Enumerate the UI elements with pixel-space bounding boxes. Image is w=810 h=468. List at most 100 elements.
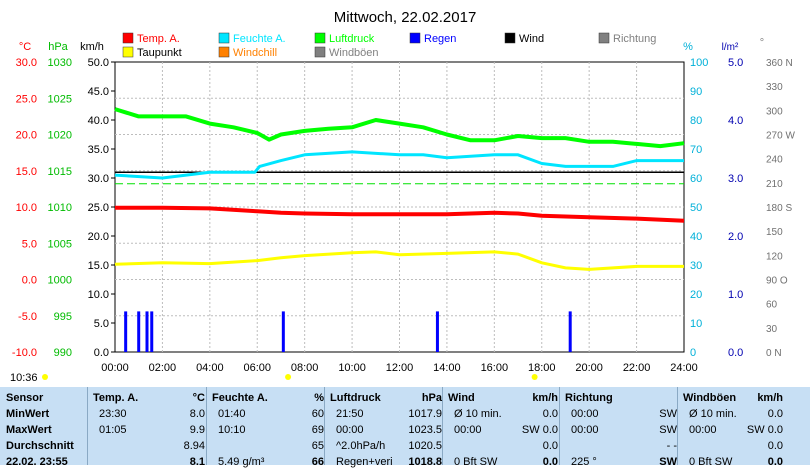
row-value: 1017.9 — [408, 408, 442, 420]
series-taupunkt — [114, 250, 684, 271]
legend-swatch — [314, 46, 326, 58]
column-separator — [559, 387, 560, 465]
row-sub: ^2.0hPa/h — [336, 440, 386, 452]
wind-tick: 35.0 — [88, 144, 109, 156]
temp-tick: -10.0 — [12, 347, 37, 359]
row-value: 9.9 — [189, 424, 205, 436]
direction-tick: 300 — [766, 106, 783, 117]
temp-tick: 20.0 — [16, 130, 37, 142]
row-sub: 00:00 — [336, 424, 364, 436]
rain-tick: 1.0 — [728, 289, 743, 301]
direction-tick: 360 N — [766, 58, 793, 69]
legend-swatch — [218, 32, 230, 44]
legend-label: Richtung — [613, 33, 656, 45]
sunrise-marker — [42, 374, 48, 380]
wind-tick: 50.0 — [88, 57, 109, 69]
rain-bar — [137, 311, 141, 352]
rain-bar — [150, 311, 154, 352]
row-label: MinWert — [6, 408, 50, 420]
row-value: - - — [666, 440, 677, 452]
legend-label: Windchill — [233, 47, 277, 59]
column-unit: °C — [192, 392, 205, 404]
column-unit: hPa — [421, 392, 442, 404]
row-sub: 225 ° — [571, 456, 597, 468]
x-tick: 16:00 — [481, 362, 509, 374]
legend-label: Windböen — [329, 47, 379, 59]
x-tick: 20:00 — [575, 362, 603, 374]
row-value: 0.0 — [542, 440, 558, 452]
row-value: 0.0 — [542, 408, 558, 420]
column-separator — [442, 387, 443, 465]
rain-bar — [435, 311, 439, 352]
wind-tick: 45.0 — [88, 86, 109, 98]
row-value: SW — [659, 456, 677, 468]
row-label: Durchschnitt — [6, 440, 74, 452]
row-sub: 23:30 — [99, 408, 127, 420]
legend-label: Luftdruck — [329, 33, 375, 45]
row-sub: 00:00 — [571, 424, 599, 436]
temp-unit: °C — [19, 41, 31, 53]
legend-label: Regen — [424, 33, 456, 45]
rain-bar — [145, 311, 149, 352]
humidity-tick: 40 — [690, 231, 702, 243]
humidity-tick: 90 — [690, 86, 702, 98]
row-value: 1023.5 — [408, 424, 442, 436]
temp-tick: 10.0 — [16, 202, 37, 214]
direction-tick: 180 S — [766, 203, 792, 214]
legend-swatch — [122, 32, 134, 44]
x-tick: 14:00 — [433, 362, 461, 374]
x-tick: 04:00 — [196, 362, 224, 374]
row-sub: Ø 10 min. — [689, 408, 737, 420]
rain-tick: 3.0 — [728, 173, 743, 185]
row-sub: Ø 10 min. — [454, 408, 502, 420]
direction-tick: 90 O — [766, 276, 788, 287]
row-value: 8.0 — [189, 408, 205, 420]
legend-swatch — [598, 32, 610, 44]
row-sub: 01:05 — [99, 424, 127, 436]
pressure-tick: 1020 — [48, 130, 72, 142]
x-tick: 08:00 — [291, 362, 319, 374]
pressure-unit: hPa — [48, 41, 68, 53]
humidity-tick: 30 — [690, 260, 702, 272]
row-label: MaxWert — [6, 424, 52, 436]
legend-swatch — [504, 32, 516, 44]
row-label: 22.02. 23:55 — [6, 456, 68, 468]
current-time: 10:36 — [10, 372, 38, 384]
x-tick: 18:00 — [528, 362, 556, 374]
row-value: SW — [659, 424, 677, 436]
rain-tick: 5.0 — [728, 57, 743, 69]
pressure-tick: 1030 — [48, 57, 72, 69]
column-title: Temp. A. — [93, 392, 139, 404]
humidity-tick: 20 — [690, 289, 702, 301]
pressure-tick: 1000 — [48, 275, 72, 287]
row-sub: 01:40 — [218, 408, 246, 420]
row-value: 69 — [311, 424, 324, 436]
x-tick: 24:00 — [670, 362, 698, 374]
direction-tick: 120 — [766, 251, 783, 262]
x-tick: 00:00 — [101, 362, 129, 374]
legend-swatch — [409, 32, 421, 44]
chart-title: Mittwoch, 22.02.2017 — [334, 9, 477, 26]
direction-tick: 60 — [766, 300, 778, 311]
direction-tick: 30 — [766, 324, 778, 335]
rain-unit: l/m² — [722, 42, 739, 53]
column-unit: % — [314, 392, 324, 404]
row-value: 1020.5 — [408, 440, 442, 452]
humidity-tick: 10 — [690, 318, 702, 330]
legend-swatch — [314, 32, 326, 44]
direction-tick: 330 — [766, 82, 783, 93]
wind-unit: km/h — [80, 41, 104, 53]
rain-bar — [281, 311, 285, 352]
wind-tick: 10.0 — [88, 289, 109, 301]
row-sub: 21:50 — [336, 408, 364, 420]
column-title: Luftdruck — [330, 392, 381, 404]
temp-tick: -5.0 — [18, 311, 37, 323]
legend-label: Taupunkt — [137, 47, 182, 59]
row-value: 0.0 — [767, 456, 783, 468]
legend-label: Wind — [519, 33, 544, 45]
row-sub: 00:00 — [454, 424, 482, 436]
column-title: Richtung — [565, 392, 613, 404]
legend-label: Temp. A. — [137, 33, 180, 45]
temp-tick: 5.0 — [22, 238, 37, 250]
x-tick: 06:00 — [243, 362, 271, 374]
